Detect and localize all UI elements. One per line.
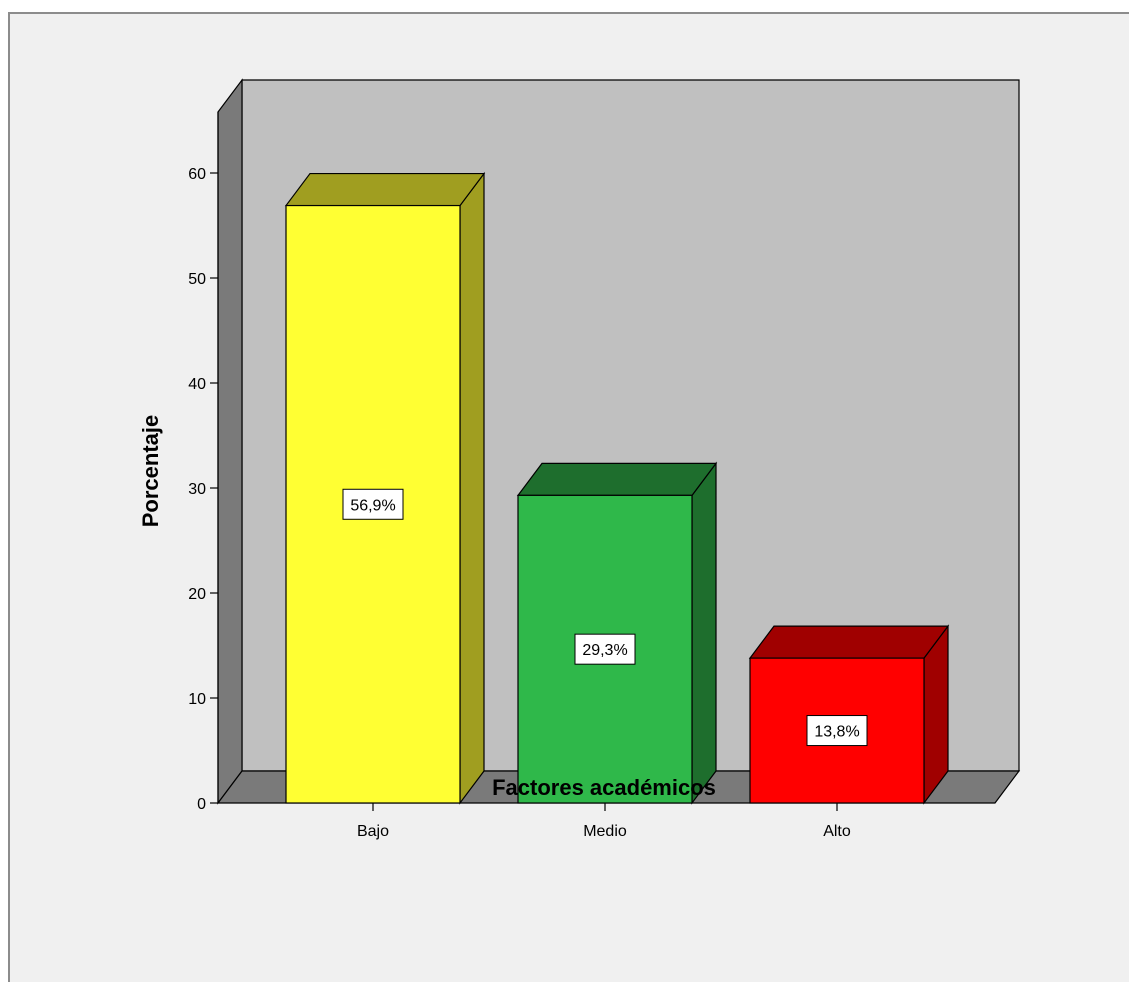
bar <box>749 657 925 804</box>
x-tick-label: Alto <box>823 823 851 840</box>
data-label-box <box>574 633 636 665</box>
bars: 56,9% 29,3% 13,8% <box>284 171 950 805</box>
left-wall <box>217 78 243 805</box>
x-tick-label: Bajo <box>357 823 389 840</box>
y-tick-label: 10 <box>188 691 206 708</box>
bar-top <box>284 172 486 207</box>
x-tick-label: Medio <box>583 823 627 840</box>
y-axis-title: Porcentaje <box>138 415 163 528</box>
y-tick-label: 50 <box>188 271 206 288</box>
y-tick-label: 20 <box>188 586 206 603</box>
y-axis: 0 10 20 30 40 50 60 <box>188 112 219 813</box>
data-label: 13,8% <box>814 724 859 741</box>
y-tick-label: 0 <box>197 796 206 813</box>
bar-top <box>516 462 718 496</box>
y-tick-label: 60 <box>188 166 206 183</box>
bar-medio: 29,3% <box>516 461 718 805</box>
y-tick-label: 30 <box>188 481 206 498</box>
data-label-box <box>806 715 868 747</box>
data-label: 56,9% <box>350 497 395 514</box>
bar-top <box>748 625 950 659</box>
x-axis-title: Factores académicos <box>492 775 716 800</box>
bar-side <box>691 461 717 805</box>
data-label: 29,3% <box>582 642 627 659</box>
y-tick-label: 40 <box>188 376 206 393</box>
category-labels: Bajo Medio Alto <box>357 803 851 840</box>
bar-side <box>459 171 485 805</box>
bar-bajo: 56,9% <box>284 171 486 805</box>
data-label-box <box>342 488 404 520</box>
bar-alto: 13,8% <box>748 624 950 805</box>
